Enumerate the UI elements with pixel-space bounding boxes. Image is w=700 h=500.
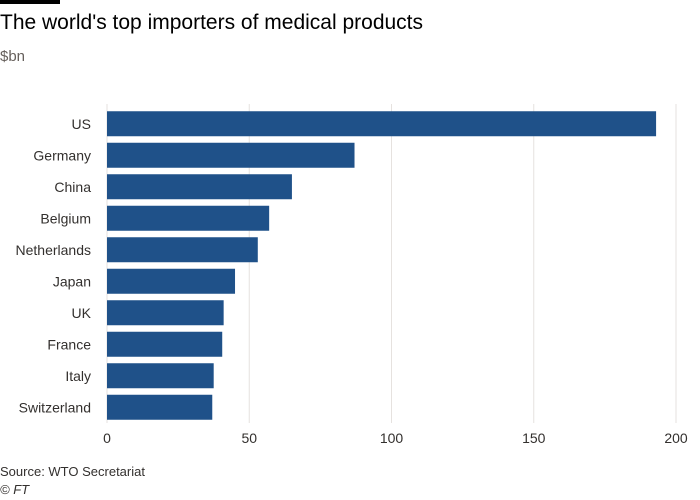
bars [107,111,657,420]
bar-japan [107,268,236,294]
bar-uk [107,300,224,326]
bar-france [107,331,223,357]
chart-title: The world's top importers of medical pro… [0,11,424,34]
category-label: UK [72,305,92,321]
category-label: Netherlands [16,242,92,258]
bar-switzerland [107,394,213,420]
bar-italy [107,363,214,389]
category-label: France [47,336,91,352]
x-tick-label: 150 [522,430,546,446]
category-label: Germany [33,147,91,163]
x-tick-label: 100 [380,430,404,446]
copyright-credit: © FT [0,482,30,497]
category-label: Switzerland [19,399,91,415]
bar-netherlands [107,237,258,263]
x-axis-ticks: 0 50 100 150 200 [103,430,688,446]
bar-belgium [107,205,270,231]
header-rule [0,0,60,4]
chart-subtitle: $bn [0,48,26,65]
source-note: Source: WTO Secretariat [0,464,145,479]
category-label: China [54,179,91,195]
category-label: US [72,116,91,132]
bar-us [107,111,657,137]
category-label: Japan [53,273,91,289]
category-label: Belgium [40,210,91,226]
x-tick-label: 0 [103,430,111,446]
category-label: Italy [65,368,91,384]
bar-germany [107,142,355,168]
x-tick-label: 50 [241,430,257,446]
x-tick-label: 200 [664,430,688,446]
bar-china [107,174,292,200]
category-labels: US Germany China Belgium Netherlands Japan UK F… [16,116,92,416]
